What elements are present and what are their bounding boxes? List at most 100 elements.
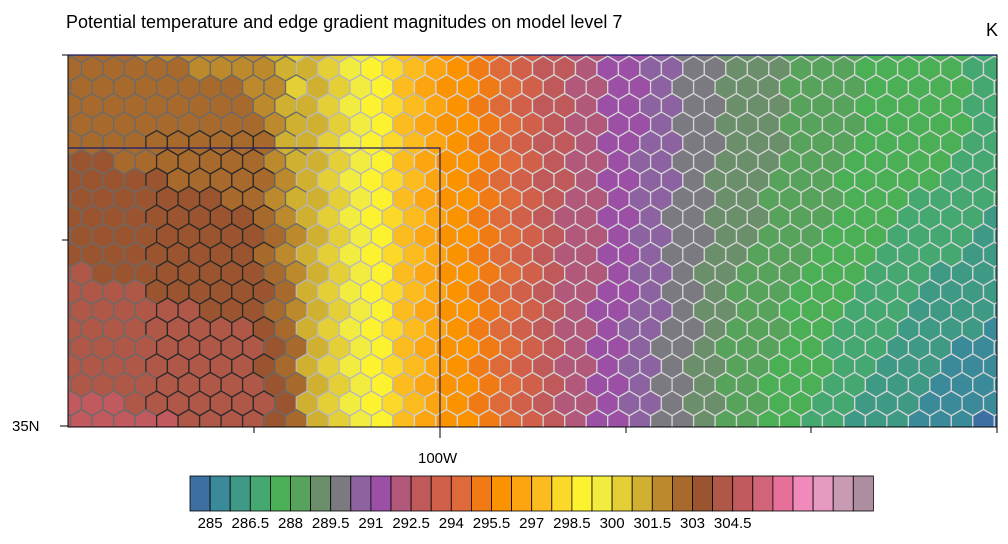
- colorbar-box: [692, 475, 714, 512]
- mesh-cell: [929, 408, 952, 427]
- mesh-cell: [919, 428, 941, 453]
- mesh-cell: [28, 112, 50, 137]
- units-label: K: [985, 20, 998, 40]
- colorbar-box: [189, 475, 211, 512]
- mesh-cell: [651, 447, 673, 472]
- mesh-cell: [747, 428, 769, 453]
- mesh-cell: [157, 521, 179, 544]
- mesh-cell: [704, 540, 726, 544]
- mesh-cell: [930, 447, 952, 472]
- mesh-cell: [82, 465, 104, 490]
- colorbar-box: [290, 475, 312, 512]
- mesh-cell: [456, 408, 480, 427]
- mesh-cell: [801, 521, 822, 544]
- mesh-cell: [124, 19, 145, 44]
- mesh-cell: [114, 521, 136, 544]
- mesh-cell: [146, 465, 168, 490]
- mesh-cell: [628, 408, 652, 427]
- mesh-cell: [189, 19, 210, 44]
- mesh-cell: [82, 503, 104, 528]
- mesh-cell: [39, 428, 61, 453]
- mesh-cell: [973, 521, 995, 544]
- colorbar-box: [470, 475, 492, 512]
- mesh-cell: [135, 447, 156, 472]
- mesh-cell: [103, 428, 124, 453]
- mesh-cell: [576, 428, 597, 453]
- mesh-cell: [71, 521, 93, 544]
- mesh-cell: [221, 447, 243, 472]
- mesh-cell: [993, 339, 997, 357]
- colorbar-box: [249, 475, 271, 512]
- mesh-cell: [597, 540, 619, 544]
- mesh-cell: [833, 540, 855, 544]
- mesh-cell: [993, 78, 997, 96]
- mesh-cell: [447, 540, 469, 544]
- mesh-cell: [887, 447, 909, 472]
- mesh-cell: [210, 540, 232, 544]
- colorbar-box: [310, 475, 332, 512]
- mesh-cell: [812, 19, 834, 44]
- mesh-cell: [941, 428, 963, 453]
- mesh-cell: [919, 19, 941, 44]
- colorbar-box: [712, 475, 734, 512]
- mesh-cell: [68, 190, 72, 208]
- mesh-cell: [167, 503, 189, 528]
- mesh-cell: [994, 447, 1008, 472]
- mesh-cell: [68, 115, 72, 133]
- mesh-cell: [210, 428, 232, 453]
- mesh-cell: [232, 19, 254, 44]
- mesh-cell: [178, 447, 200, 472]
- colorbar-box: [551, 475, 573, 512]
- mesh-cell: [198, 408, 222, 427]
- mesh-cell: [585, 408, 609, 427]
- colorbar-label: 304.5: [713, 515, 752, 532]
- colorbar-box: [772, 475, 794, 512]
- colorbar-box: [410, 475, 432, 512]
- mesh-cell: [210, 19, 232, 44]
- mesh-cell: [951, 447, 973, 472]
- mesh-cell: [865, 447, 887, 472]
- mesh-cell: [146, 540, 168, 544]
- mesh-cell: [865, 521, 887, 544]
- mesh-cell: [726, 19, 748, 44]
- mesh-cell: [39, 93, 61, 118]
- mesh-cell: [993, 190, 997, 208]
- colorbar-label: 297: [519, 515, 545, 532]
- mesh-cell: [769, 540, 790, 544]
- mesh-cell: [876, 428, 898, 453]
- mesh-cell: [339, 19, 361, 44]
- mesh-cell: [68, 264, 72, 282]
- mesh-cell: [39, 540, 61, 544]
- mesh-cell: [919, 540, 941, 544]
- mesh-cell: [511, 428, 533, 453]
- mesh-cell: [167, 19, 189, 44]
- mesh-cell: [68, 301, 72, 319]
- mesh-cell: [70, 408, 93, 427]
- colorbar-box: [269, 475, 291, 512]
- mesh-cell: [60, 465, 82, 490]
- mesh-cell: [92, 484, 114, 509]
- mesh-cell: [576, 540, 597, 544]
- colorbar-box: [491, 475, 513, 512]
- mesh-cell: [361, 19, 383, 44]
- mesh-cell: [339, 428, 361, 453]
- mesh-cell: [941, 503, 963, 528]
- mesh-cell: [962, 540, 983, 544]
- mesh-cell: [640, 540, 662, 544]
- mesh-cell: [737, 447, 759, 472]
- mesh-cell: [393, 447, 415, 472]
- mesh-cell: [124, 465, 145, 490]
- mesh-cell: [490, 428, 512, 453]
- mesh-cell: [135, 484, 156, 509]
- colorbar-box: [672, 475, 693, 512]
- mesh-cell: [972, 408, 995, 427]
- mesh-cell: [886, 408, 910, 427]
- colorbar-box: [792, 475, 814, 512]
- mesh-cell: [39, 391, 61, 416]
- colorbar-box: [450, 475, 472, 512]
- mesh-cell: [361, 540, 383, 544]
- mesh-cell: [801, 447, 822, 472]
- mesh-cell: [296, 19, 317, 44]
- mesh-cell: [554, 19, 576, 44]
- colorbar-box: [430, 475, 452, 512]
